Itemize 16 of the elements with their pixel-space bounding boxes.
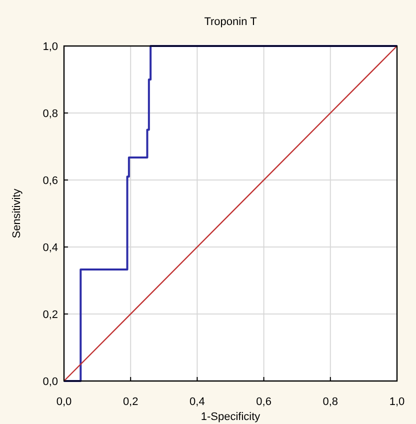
y-tick-label: 0,8 [42, 108, 58, 120]
x-axis-title: 1-Specificity [200, 411, 261, 423]
x-tick-label: 0,0 [56, 396, 72, 408]
y-tick-label: 0,6 [42, 175, 58, 187]
x-tick-label: 0,4 [190, 396, 205, 408]
y-tick-label: 0,0 [42, 376, 58, 388]
x-tick-label: 0,6 [256, 396, 272, 408]
y-axis-title: Sensitivity [11, 188, 23, 238]
y-tick-label: 0,2 [42, 309, 58, 321]
x-tick-label: 0,8 [322, 396, 338, 408]
line-series [63, 45, 398, 382]
x-tick-label: 0,2 [122, 396, 138, 408]
chart-title: Troponin T [204, 16, 258, 28]
y-tick-label: 0,4 [42, 242, 58, 254]
x-tick-label: 1,0 [389, 396, 405, 408]
y-tick-label: 1,0 [42, 41, 58, 53]
